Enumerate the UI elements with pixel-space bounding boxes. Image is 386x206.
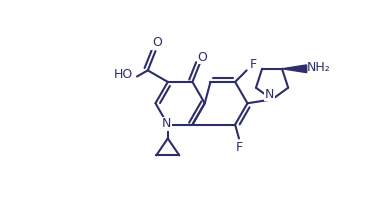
Text: F: F: [249, 58, 256, 71]
Text: HO: HO: [113, 68, 133, 82]
Text: F: F: [235, 141, 242, 154]
Text: NH₂: NH₂: [307, 62, 331, 75]
Text: N: N: [265, 88, 274, 101]
Text: N: N: [162, 117, 171, 130]
Text: O: O: [198, 51, 207, 64]
Polygon shape: [282, 65, 306, 73]
Text: O: O: [152, 36, 162, 49]
